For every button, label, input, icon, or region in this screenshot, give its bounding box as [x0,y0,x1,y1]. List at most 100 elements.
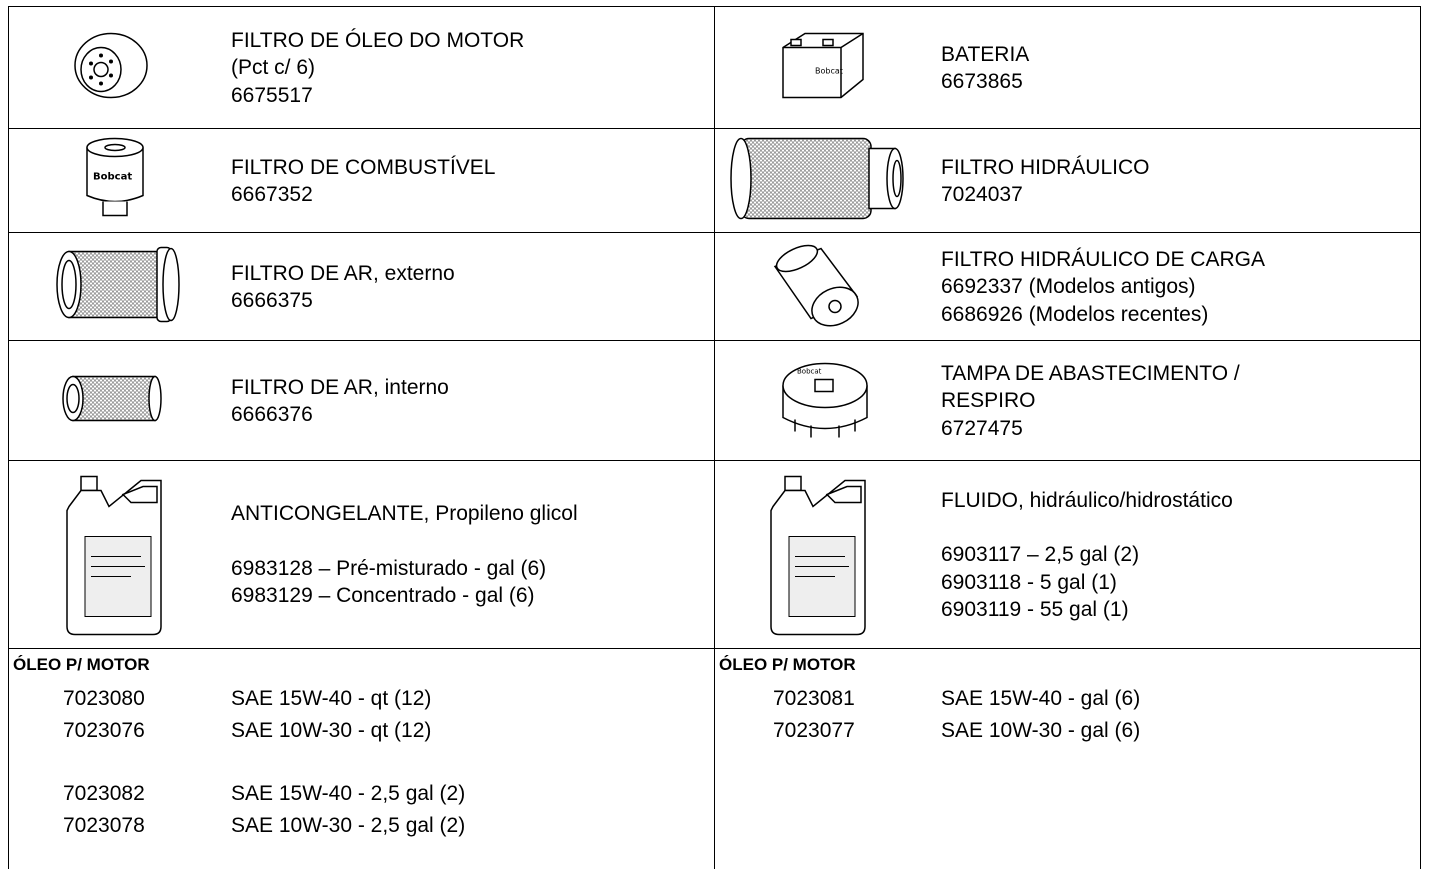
part-line: ANTICONGELANTE, Propileno glicol [231,502,578,526]
part-text: ANTICONGELANTE, Propileno glicol 6983128 … [231,461,578,649]
part-icon: Bobcat [83,136,147,227]
drawing-shape [825,485,862,504]
drawing-shape [790,38,802,47]
part-line: (Pct c/ 6) [231,56,316,80]
part-drawing [62,375,162,422]
part-codes: 6903117 – 2,5 gal (2) 6903118 - 5 gal (1)… [941,541,1233,624]
drawing-shape [104,143,126,152]
drawing-shape [89,53,113,86]
part-line: 6667352 [231,183,313,206]
drawing-shape [892,159,902,198]
part-drawing [56,246,180,323]
table-row: Bobcat FILTRO DE COMBUSTÍVEL 6667352 FILTRO… [8,128,1421,233]
oil-code: 7023076 [63,719,145,742]
parts-table: FILTRO DE ÓLEO DO MOTOR (Pct c/ 6) 6675517… [8,6,1421,869]
part-cell: FILTRO DE AR, externo 6666375 [9,233,714,341]
oil-desc: SAE 15W-40 - 2,5 gal (2) [231,782,466,805]
drawing-shape [99,53,103,58]
code-line: 6903117 – 2,5 gal (2) [941,543,1140,566]
part-line: 6686926 (Modelos recentes) [941,302,1209,326]
part-cell: FILTRO HIDRÁULICO DE CARGA 6692337 (Model… [714,233,1420,341]
part-icon: Bobcat [775,28,871,109]
oil-desc: SAE 10W-30 - 2,5 gal (2) [231,814,466,837]
table-row: FILTRO DE ÓLEO DO MOTOR (Pct c/ 6) 6675517… [8,6,1421,129]
drawing-shape [93,61,109,78]
drawing-shape [80,475,98,492]
drawing-shape [740,137,872,220]
part-line: FILTRO DE AR, interno [231,375,449,399]
code-line: 6903119 - 55 gal (1) [941,598,1129,621]
oil-cell: ÓLEO P/ MOTOR 7023080 SAE 15W-40 - qt (12)… [9,649,714,869]
part-line: BATERIA [941,42,1030,66]
oil-code: 7023077 [773,719,855,742]
part-icon [71,26,151,111]
part-cell: FILTRO DE ÓLEO DO MOTOR (Pct c/ 6) 6675517 [9,7,714,129]
part-cell: ANTICONGELANTE, Propileno glicol 6983128 … [9,461,714,649]
part-codes: 6983128 – Pré-misturado - gal (6) 6983129… [231,555,578,610]
drawing-shape [89,61,93,66]
part-drawing [773,244,859,327]
code-line: 6983129 – Concentrado - gal (6) [231,584,535,608]
table-row: ANTICONGELANTE, Propileno glicol 6983128 … [8,460,1421,649]
part-cell: FLUIDO, hidráulico/hidrostático 6903117 –… [714,461,1420,649]
drawing-shape [162,247,180,322]
part-text: TAMPA DE ABASTECIMENTO / RESPIRO 6727475 [941,341,1240,461]
part-line: FILTRO DE ÓLEO DO MOTOR [231,28,525,52]
oil-cell: ÓLEO P/ MOTOR 7023081 SAE 15W-40 - gal (6)… [714,649,1420,869]
drawing-shape [109,59,113,64]
drawing-shape [109,73,113,78]
part-icon [59,369,169,434]
part-line: FILTRO DE COMBUSTÍVEL [231,155,496,179]
part-icon: Bobcat [775,356,875,447]
oil-code: 7023081 [773,687,855,710]
oil-code: 7023078 [63,814,145,837]
part-drawing: Bobcat [782,362,868,438]
part-line: FILTRO DE AR, externo [231,261,455,285]
drawing-shape [61,259,77,310]
drawing-shape: Bobcat [797,368,822,376]
oil-title: ÓLEO P/ MOTOR [719,655,856,674]
drawing-shape [828,299,842,314]
drawing-shape: Bobcat [815,67,843,76]
part-cell: Bobcat TAMPA DE ABASTECIMENTO / RESPIRO 672… [714,341,1420,461]
part-icon [61,467,171,644]
part-line: 6675517 [231,83,313,107]
part-cell: FILTRO HIDRÁULICO 7024037 [714,129,1420,233]
page: FILTRO DE ÓLEO DO MOTOR (Pct c/ 6) 6675517… [8,6,1421,869]
part-line: 6666376 [231,403,313,426]
part-line: 6673865 [941,70,1023,93]
drawing-shape [782,32,864,99]
part-cell: Bobcat BATERIA 6673865 [714,7,1420,129]
part-text: FLUIDO, hidráulico/hidrostático 6903117 –… [941,461,1233,649]
part-line: FLUIDO, hidráulico/hidrostático [941,488,1233,512]
part-text: FILTRO HIDRÁULICO 7024037 [941,129,1149,233]
drawing-shape [68,250,164,319]
part-line: TAMPA DE ABASTECIMENTO / [941,361,1240,385]
part-cell: FILTRO DE AR, interno 6666376 [9,341,714,461]
part-line: 7024037 [941,183,1023,206]
part-icon [53,244,183,331]
oil-code: 7023082 [63,782,145,805]
part-drawing: Bobcat [782,32,864,99]
part-line: FILTRO HIDRÁULICO [941,155,1150,179]
part-text: FILTRO DE AR, externo 6666375 [231,233,455,341]
code-line: 6903118 - 5 gal (1) [941,570,1117,594]
part-icon [765,467,875,644]
part-icon [765,243,869,332]
part-drawing [74,32,148,99]
oil-desc: SAE 15W-40 - qt (12) [231,687,432,710]
drawing-shape [775,244,819,273]
code-line: 6983128 – Pré-misturado - gal (6) [231,556,547,580]
drawing-shape [99,81,103,86]
drawing-shape: Bobcat [93,172,132,183]
part-drawing [770,475,866,636]
oil-title: ÓLEO P/ MOTOR [13,655,150,674]
part-cell: Bobcat FILTRO DE COMBUSTÍVEL 6667352 [9,129,714,233]
drawing-shape [784,475,802,492]
drawing-shape [72,375,156,422]
part-text: FILTRO HIDRÁULICO DE CARGA 6692337 (Model… [941,233,1265,341]
part-line: 6666375 [231,289,313,312]
drawing-shape [66,383,80,414]
oil-code: 7023080 [63,687,145,710]
table-row: FILTRO DE AR, externo 6666375 FILTRO HIDRÁ… [8,232,1421,341]
